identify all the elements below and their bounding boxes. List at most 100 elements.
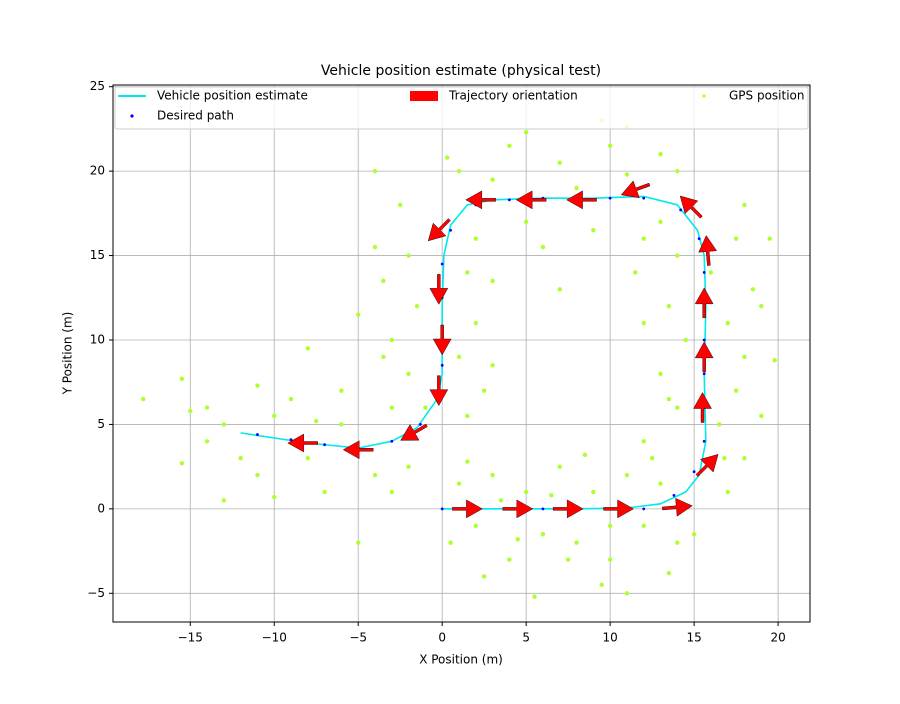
scatter-point [490,472,495,478]
scatter-point [633,270,638,275]
scatter-point [389,337,394,343]
scatter-point [641,439,646,444]
legend-swatch [130,114,134,118]
orientation-arrow [693,392,712,423]
orientation-arrow [679,195,703,219]
chart-title: Vehicle position estimate (physical test… [321,63,601,79]
scatter-point [414,304,420,309]
scatter-point [372,472,378,478]
scatter-point [702,439,706,443]
scatter-point [725,320,730,326]
y-tick-label: 0 [97,501,105,515]
scatter-point [322,489,327,495]
scatter-point [440,262,444,266]
y-tick-label: 10 [90,332,105,346]
scatter-point [389,405,394,410]
scatter-point [658,219,663,224]
scatter-point [599,582,604,588]
scatter-point [314,418,319,424]
scatter-point [642,196,646,200]
scatter-point [323,443,327,447]
scatter-point [750,287,756,292]
x-tick-label: 20 [770,631,785,645]
scatter-point [607,143,613,148]
scatter-point [221,422,227,427]
scatter-point [679,208,683,212]
scatter-point [733,236,739,241]
scatter-point [523,489,529,495]
scatter-point [381,354,386,360]
x-tick-label: 0 [438,631,446,645]
legend-label: Trajectory orientation [448,89,578,103]
scatter-point [356,312,361,317]
scatter-point [339,422,344,427]
scatter-point [697,237,701,241]
scatter-point [591,489,596,495]
legend-swatch [410,91,438,101]
scatter-point [179,376,185,382]
scatter-point [649,455,655,461]
scatter-point [406,371,411,376]
scatter-point [691,531,697,537]
scatter-point [465,459,470,464]
scatter-point [608,196,612,200]
scatter-point [272,494,277,500]
scatter-point [565,557,571,562]
scatter-point [540,244,546,250]
x-tick-label: 15 [686,631,701,645]
scatter-point [641,236,646,241]
scatter-point [708,270,714,275]
scatter-point [456,481,462,486]
scatter-point [490,177,495,182]
orientation-arrow [342,440,374,460]
x-tick-label: −5 [349,631,367,645]
scatter-point [767,236,772,241]
scatter-point [507,198,511,202]
scatter-point [582,452,588,458]
scatter-point [507,557,512,562]
scatter-point [702,338,706,342]
scatter-point [641,320,646,326]
scatter-point [449,228,452,232]
scatter-point [541,507,545,511]
scatter-point [717,422,722,427]
orientation-arrow [400,423,428,441]
legend-label: GPS position [729,89,805,103]
vehicle-line [240,195,707,510]
orientation-arrow [502,499,534,519]
scatter-point [672,493,676,497]
scatter-point [658,371,663,376]
scatter-point [390,439,394,443]
orientation-arrow [432,324,452,356]
scatter-point [675,540,680,545]
scatter-point [204,405,210,410]
scatter-point [305,455,311,461]
scatter-point [759,413,764,419]
scatter-point [624,172,630,177]
scatter-point [523,219,529,224]
y-axis-label: Y Position (m) [61,312,75,396]
y-tick-label: 15 [90,248,105,262]
scatter-point [675,168,680,174]
scatter-point [675,253,680,258]
scatter-point [675,405,680,410]
scatter-point [666,304,672,309]
legend: Vehicle position estimate Desired path Tra… [114,86,809,130]
scatter-point [406,253,411,258]
scatter-point [574,185,579,191]
scatter-point [540,531,546,537]
scatter-point [642,507,646,511]
scatter-point [423,405,428,410]
scatter-point [289,438,293,442]
scatter-point [742,455,747,461]
scatter-point [481,574,487,579]
legend-label: Vehicle position estimate [157,89,308,103]
scatter-point [238,455,243,461]
scatter-point [255,383,260,388]
scatter-point [557,160,562,165]
scatter-point [397,202,403,208]
scatter-point [666,570,672,576]
scatter-point [473,236,478,241]
orientation-arrow [694,341,714,373]
